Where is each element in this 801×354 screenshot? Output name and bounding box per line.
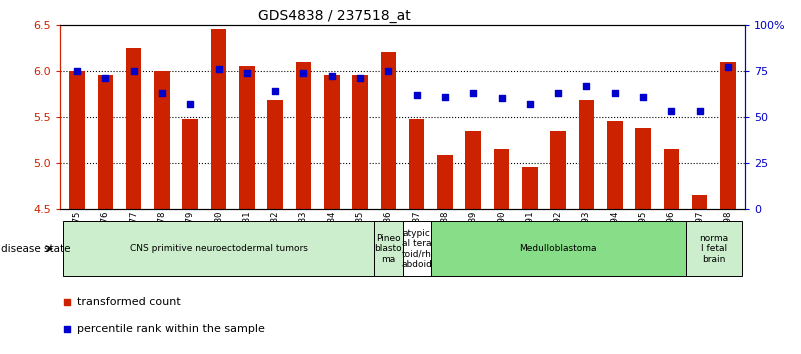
Point xyxy=(184,101,197,107)
Bar xyxy=(211,29,227,354)
Point xyxy=(297,70,310,75)
Text: Medulloblastoma: Medulloblastoma xyxy=(519,244,597,253)
Point xyxy=(325,74,338,79)
Bar xyxy=(635,128,651,354)
Text: GDS4838 / 237518_at: GDS4838 / 237518_at xyxy=(258,9,410,23)
Point xyxy=(608,90,621,96)
Point xyxy=(580,83,593,88)
Point xyxy=(410,92,423,98)
Bar xyxy=(550,131,566,354)
Bar xyxy=(296,62,312,354)
Bar xyxy=(352,75,368,354)
Bar xyxy=(268,100,283,354)
Bar xyxy=(324,75,340,354)
Point xyxy=(552,90,565,96)
Point xyxy=(722,64,735,70)
Point xyxy=(269,88,282,94)
Bar xyxy=(154,71,170,354)
Point xyxy=(523,101,536,107)
Bar xyxy=(465,131,481,354)
Bar xyxy=(607,121,622,354)
Bar xyxy=(69,71,85,354)
Point xyxy=(60,326,73,332)
Point xyxy=(637,94,650,99)
Bar xyxy=(98,75,113,354)
Bar xyxy=(239,66,255,354)
Point xyxy=(438,94,451,99)
Point xyxy=(212,66,225,72)
Point xyxy=(382,68,395,74)
Text: atypic
al tera
toid/rh
abdoid: atypic al tera toid/rh abdoid xyxy=(401,229,432,269)
Bar xyxy=(380,52,396,354)
Point xyxy=(240,70,253,75)
Bar xyxy=(126,48,142,354)
Text: transformed count: transformed count xyxy=(77,297,181,307)
Bar xyxy=(522,167,537,354)
Bar xyxy=(720,62,736,354)
Bar xyxy=(578,100,594,354)
Point xyxy=(495,96,508,101)
Point xyxy=(665,108,678,114)
FancyBboxPatch shape xyxy=(374,221,402,276)
FancyBboxPatch shape xyxy=(686,221,742,276)
Point xyxy=(60,299,73,305)
Text: CNS primitive neuroectodermal tumors: CNS primitive neuroectodermal tumors xyxy=(130,244,308,253)
FancyBboxPatch shape xyxy=(431,221,686,276)
FancyBboxPatch shape xyxy=(402,221,431,276)
Point xyxy=(127,68,140,74)
Bar xyxy=(437,155,453,354)
Point xyxy=(70,68,83,74)
Point xyxy=(467,90,480,96)
Text: norma
l fetal
brain: norma l fetal brain xyxy=(699,234,728,264)
FancyBboxPatch shape xyxy=(63,221,374,276)
Text: Pineo
blasto
ma: Pineo blasto ma xyxy=(375,234,402,264)
Text: disease state: disease state xyxy=(1,244,70,254)
Point xyxy=(155,90,168,96)
Point xyxy=(693,108,706,114)
Point xyxy=(99,75,112,81)
Bar xyxy=(663,149,679,354)
Bar xyxy=(493,149,509,354)
Bar xyxy=(183,119,198,354)
Bar xyxy=(409,119,425,354)
Text: percentile rank within the sample: percentile rank within the sample xyxy=(77,324,265,334)
Bar xyxy=(692,195,707,354)
Point xyxy=(354,75,367,81)
